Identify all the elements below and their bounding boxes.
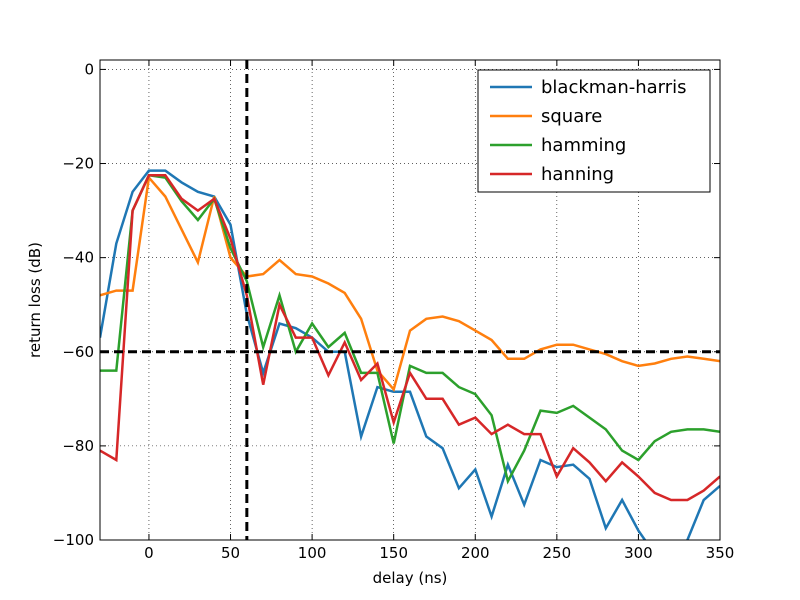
x-tick-label: 250 bbox=[543, 544, 572, 562]
legend-label-square: square bbox=[541, 106, 602, 127]
y-tick-label: −60 bbox=[62, 343, 94, 361]
y-tick-label: 0 bbox=[84, 60, 94, 78]
series-line-hamming bbox=[100, 173, 720, 485]
legend-label-blackman-harris: blackman-harris bbox=[541, 77, 687, 98]
legend-label-hanning: hanning bbox=[541, 164, 614, 185]
series-line-hanning bbox=[100, 174, 720, 502]
y-tick-label: −20 bbox=[62, 155, 94, 173]
legend: blackman-harris square hamming hanning bbox=[477, 69, 711, 193]
y-axis-label: return loss (dB) bbox=[26, 242, 44, 358]
plot-frame bbox=[99, 59, 721, 541]
legend-label-hamming: hamming bbox=[541, 135, 626, 156]
x-tick-label: 350 bbox=[706, 544, 735, 562]
series-layer bbox=[100, 169, 720, 540]
x-tick-label: 50 bbox=[221, 544, 240, 562]
x-tick-label: 300 bbox=[624, 544, 653, 562]
reference-lines bbox=[100, 60, 720, 540]
series-line-blackman-harris bbox=[100, 169, 720, 540]
x-tick-label: 200 bbox=[461, 544, 490, 562]
series-line-square bbox=[100, 174, 720, 392]
y-tick-label: −80 bbox=[62, 437, 94, 455]
x-tick-label: 150 bbox=[379, 544, 408, 562]
x-tick-label: 100 bbox=[298, 544, 327, 562]
axis-ticks: 0 50 100 150 200 250 300 350 −100 −80 −60 −40 −20 0 bbox=[53, 60, 735, 562]
y-tick-label: −100 bbox=[53, 531, 94, 549]
x-axis-label: delay (ns) bbox=[373, 569, 448, 587]
y-tick-label: −40 bbox=[62, 249, 94, 267]
x-tick-label: 0 bbox=[144, 544, 154, 562]
legend-box bbox=[477, 69, 711, 193]
